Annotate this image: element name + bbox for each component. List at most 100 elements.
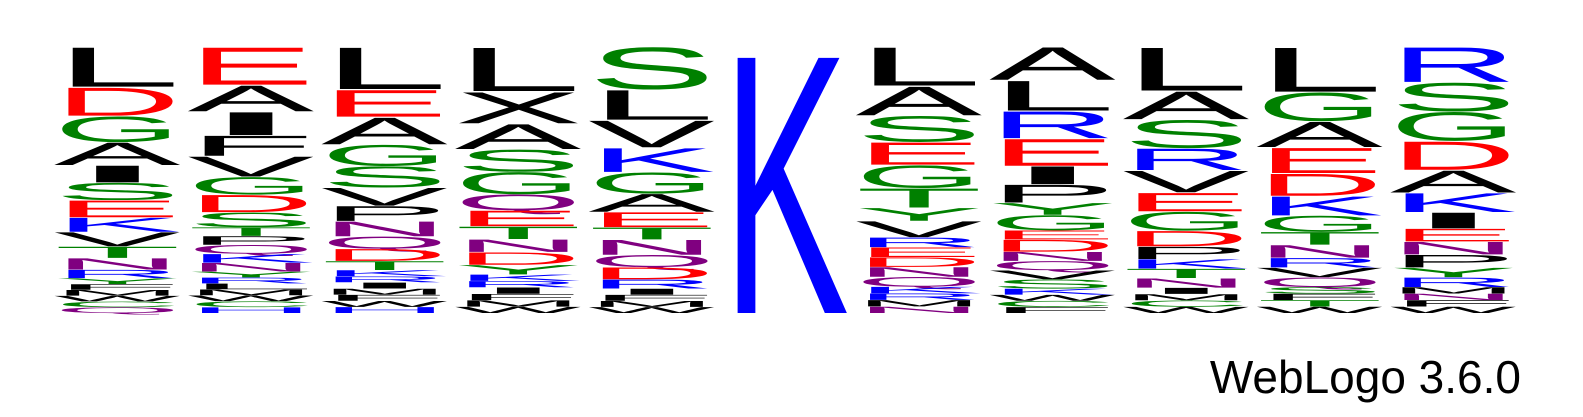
logo-letter-W: W	[989, 293, 1116, 303]
weblogo-version-label: WebLogo 3.6.0	[1209, 351, 1521, 403]
logo-letter-Q: Q	[588, 252, 715, 271]
logo-letter-I: I	[588, 287, 715, 297]
logo-letter-S: S	[1123, 112, 1250, 156]
logo-letter-G: G	[188, 172, 315, 200]
logo-letter-V: V	[54, 228, 181, 251]
logo-letter-R: R	[54, 267, 181, 280]
logo-letter-E: E	[588, 208, 715, 232]
logo-letter-K: K	[455, 273, 582, 283]
logo-letter-R: R	[1390, 275, 1517, 290]
logo-letter-Q: Q	[856, 274, 983, 289]
logo-letter-R: R	[188, 276, 315, 285]
logo-letter-F: F	[455, 292, 582, 302]
logo-letter-T: T	[188, 225, 315, 239]
logo-letter-T: T	[588, 224, 715, 243]
logo-letter-Y: Y	[1390, 265, 1517, 280]
logo-letter-M: M	[188, 288, 315, 297]
logo-letter-D: D	[455, 249, 582, 269]
logo-letter-N: N	[1390, 238, 1517, 258]
logo-letter-K: K	[1390, 188, 1517, 218]
logo-letter-M: M	[1390, 285, 1517, 295]
logo-letter-F: F	[1256, 292, 1383, 302]
logo-letter-X: X	[455, 83, 582, 133]
logo-letter-L: L	[1123, 35, 1250, 104]
logo-letter-A: A	[856, 78, 983, 124]
logo-letter-S: S	[588, 35, 715, 102]
logo-letter-L: L	[1256, 34, 1383, 105]
logo-letter-T: T	[1256, 298, 1383, 308]
logo-letter-L: L	[588, 81, 715, 129]
logo-letter-C: C	[188, 300, 315, 309]
logo-letter-G: G	[856, 159, 983, 195]
logo-letter-D: D	[856, 255, 983, 270]
logo-letter-S: S	[989, 277, 1116, 291]
logo-letter-H: H	[321, 305, 448, 315]
logo-letter-M: M	[54, 288, 181, 297]
logo-letter-V: V	[989, 268, 1115, 282]
logo-letter-F: F	[188, 130, 315, 162]
logo-letter-D: D	[1123, 226, 1250, 251]
logo-letter-V: V	[188, 150, 314, 182]
logo-letter-W: W	[188, 294, 315, 303]
logo-letter-L: L	[188, 282, 315, 291]
logo-letter-E: E	[54, 195, 181, 222]
logo-letter-V: V	[856, 216, 982, 242]
logo-letter-R: R	[856, 292, 983, 302]
logo-letter-L: L	[455, 35, 582, 105]
logo-letter-W: W	[321, 299, 448, 309]
logo-letter-K: K	[588, 141, 715, 179]
logo-letter-C: C	[989, 299, 1116, 309]
logo-letter-T: T	[856, 183, 983, 214]
logo-letter-T: T	[321, 259, 448, 273]
logo-letter-Y: Y	[54, 277, 181, 286]
logo-letter-W: W	[455, 305, 582, 315]
logo-letter-K: K	[321, 268, 448, 278]
logo-letter-L: L	[989, 72, 1116, 120]
logo-letter-R: R	[1256, 255, 1383, 270]
logo-letter-S: S	[321, 160, 448, 193]
logo-letter-K: K	[1123, 257, 1250, 272]
logo-letter-A: A	[588, 189, 714, 218]
logo-letter-Y: Y	[989, 199, 1116, 218]
logo-letter-D: D	[1390, 133, 1517, 179]
logo-letter-I: I	[1390, 208, 1517, 233]
logo-letter-F: F	[1390, 298, 1517, 308]
logo-letter-N: N	[856, 305, 983, 315]
logo-letter-I: I	[54, 160, 181, 187]
logo-letter-R: R	[856, 235, 983, 250]
logo-column-6: K	[722, 0, 849, 392]
logo-letter-D: D	[588, 264, 715, 283]
logo-letter-Q: Q	[989, 258, 1116, 272]
logo-letter-E: E	[989, 131, 1116, 174]
logo-letter-M: M	[321, 287, 448, 297]
logo-letter-E: E	[1256, 141, 1383, 181]
logo-letter-F: F	[321, 293, 448, 303]
logo-letter-Y: Y	[188, 270, 315, 279]
logo-letter-R: R	[455, 279, 582, 289]
logo-letter-F: F	[54, 283, 181, 292]
logo-letter-A: A	[1390, 164, 1517, 199]
logo-letter-S: S	[455, 143, 582, 178]
logo-letter-S: S	[54, 178, 181, 205]
logo-letter-C: C	[54, 300, 181, 309]
logo-letter-G: G	[1256, 84, 1383, 130]
logo-letter-E: E	[321, 82, 448, 125]
logo-letter-A: A	[188, 78, 314, 120]
logo-letter-R: R	[1123, 142, 1250, 177]
logo-letter-I: I	[188, 105, 315, 142]
logo-letter-P: P	[1390, 251, 1517, 271]
logo-letter-I: I	[989, 161, 1116, 190]
logo-letter-V: V	[1123, 164, 1249, 199]
logo-letter-D: D	[321, 246, 448, 265]
logo-letter-Q: Q	[1256, 275, 1383, 290]
logo-letter-N: N	[1390, 292, 1517, 302]
logo-letter-A: A	[1123, 83, 1250, 127]
logo-letter-S: S	[188, 208, 315, 231]
logo-letter-W: W	[1256, 305, 1383, 315]
logo-letter-G: G	[1390, 104, 1517, 150]
logo-letter-E: E	[1123, 187, 1250, 217]
